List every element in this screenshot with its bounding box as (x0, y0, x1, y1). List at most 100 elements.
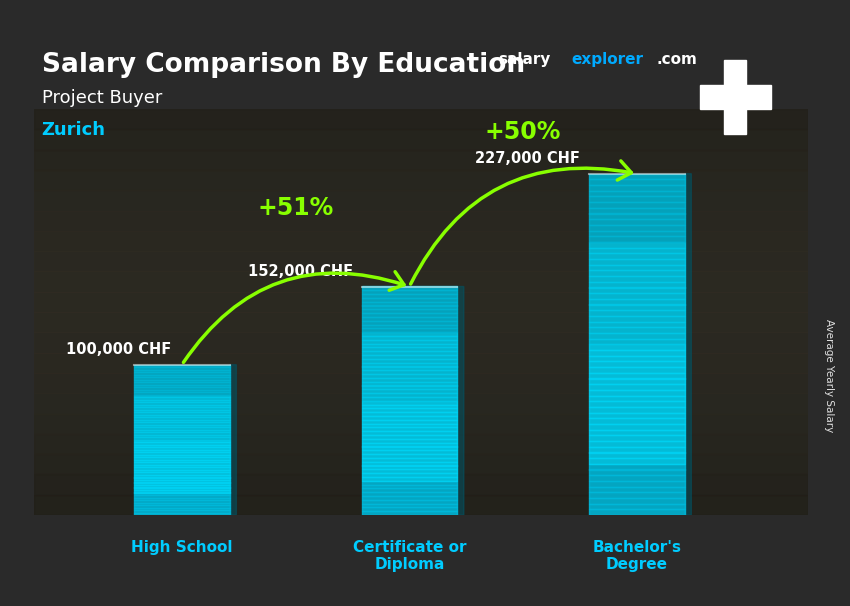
Bar (34, 454, 807, 474)
Bar (134, 453, 230, 455)
Bar (361, 393, 457, 397)
Bar (589, 344, 684, 350)
Bar (589, 310, 684, 316)
Bar (134, 430, 230, 433)
Bar (134, 462, 230, 465)
Bar (589, 174, 684, 179)
Bar (361, 431, 457, 435)
Bar (134, 377, 230, 380)
Bar (589, 447, 684, 453)
Bar (361, 370, 457, 374)
Bar (589, 413, 684, 418)
Bar (361, 469, 457, 473)
Text: 152,000 CHF: 152,000 CHF (247, 264, 353, 279)
Bar (34, 211, 807, 231)
Bar (134, 385, 230, 387)
Bar (134, 365, 230, 367)
Bar (589, 487, 684, 492)
Bar (34, 434, 807, 454)
Bar (361, 359, 457, 363)
Bar (589, 418, 684, 424)
Bar (361, 492, 457, 496)
Text: +51%: +51% (258, 196, 334, 221)
Bar (589, 361, 684, 367)
Bar (361, 344, 457, 347)
Bar (34, 251, 807, 271)
Bar (134, 475, 230, 478)
Bar (134, 487, 230, 490)
Bar (34, 393, 807, 413)
Bar (361, 290, 457, 294)
Bar (361, 420, 457, 424)
Bar (134, 407, 230, 410)
FancyArrowPatch shape (411, 161, 632, 284)
Bar (361, 374, 457, 378)
Bar (589, 270, 684, 276)
Bar (361, 496, 457, 500)
Bar (134, 485, 230, 488)
Bar (361, 362, 457, 367)
Bar (361, 302, 457, 305)
Bar (589, 453, 684, 458)
Bar (134, 380, 230, 382)
Bar (589, 196, 684, 202)
Bar (361, 309, 457, 313)
Bar (589, 282, 684, 287)
Bar (34, 109, 807, 130)
Bar (589, 430, 684, 436)
Bar (589, 219, 684, 225)
Bar (134, 410, 230, 412)
Bar (134, 415, 230, 418)
Bar (34, 231, 807, 251)
Bar (134, 495, 230, 498)
Bar (134, 370, 230, 372)
Bar (134, 470, 230, 473)
Bar (589, 304, 684, 310)
Bar (589, 287, 684, 293)
Bar (589, 248, 684, 253)
Bar (589, 179, 684, 185)
Bar (34, 271, 807, 292)
Bar (589, 202, 684, 208)
Bar (361, 405, 457, 408)
Bar (361, 408, 457, 412)
Bar (589, 504, 684, 510)
Bar (589, 458, 684, 464)
Bar (361, 347, 457, 351)
Bar (34, 414, 807, 434)
Bar (134, 450, 230, 453)
Bar (589, 475, 684, 481)
Bar (34, 353, 807, 373)
Bar (361, 389, 457, 393)
Text: 227,000 CHF: 227,000 CHF (475, 152, 580, 166)
Bar (361, 507, 457, 511)
Text: +50%: +50% (485, 119, 561, 144)
Text: Zurich: Zurich (42, 121, 105, 139)
Bar (361, 416, 457, 420)
Bar (134, 442, 230, 445)
Bar (361, 287, 457, 290)
Bar (134, 500, 230, 502)
Bar (361, 378, 457, 382)
Bar (361, 511, 457, 515)
Bar (134, 465, 230, 467)
Bar (134, 420, 230, 422)
Bar (134, 425, 230, 427)
Bar (589, 390, 684, 396)
Bar (134, 482, 230, 485)
Bar (134, 460, 230, 462)
Bar (589, 339, 684, 344)
Bar (134, 382, 230, 385)
Bar (361, 401, 457, 405)
Bar (589, 407, 684, 413)
Bar (134, 490, 230, 493)
Bar (134, 435, 230, 438)
Bar (589, 401, 684, 407)
Bar (589, 236, 684, 242)
Bar (589, 492, 684, 498)
Bar (134, 447, 230, 450)
Bar (589, 367, 684, 373)
Bar (34, 474, 807, 494)
Bar (134, 398, 230, 400)
Bar (589, 316, 684, 322)
